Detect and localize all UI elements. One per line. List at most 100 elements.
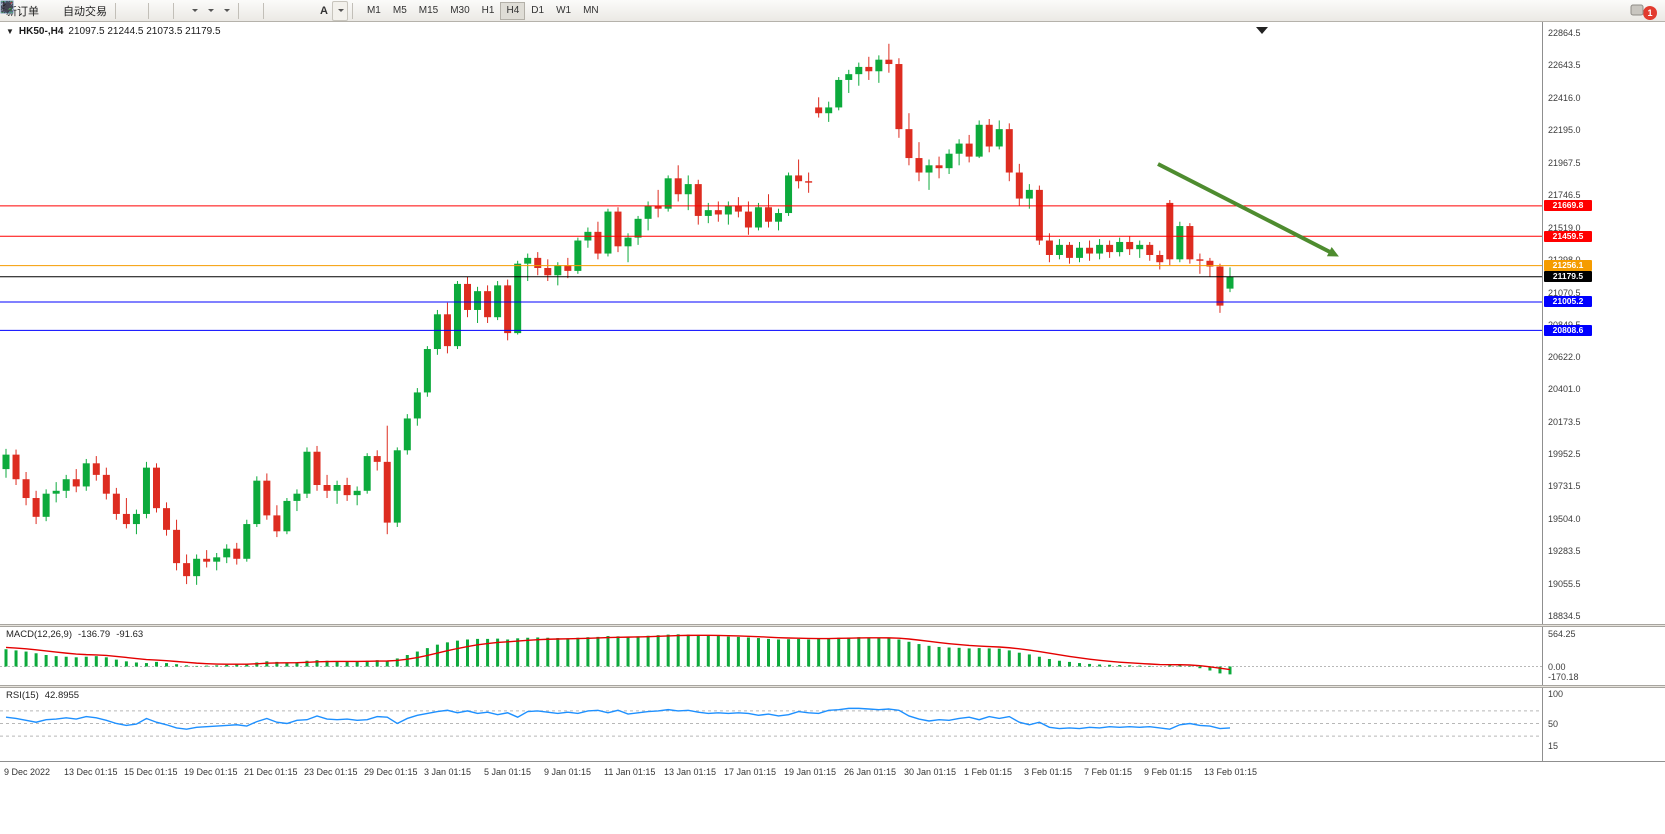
- date-axis-label: 11 Jan 01:15: [604, 767, 656, 777]
- date-axis-label: 1 Feb 01:15: [964, 767, 1013, 777]
- text-tool-button[interactable]: A: [316, 1, 332, 21]
- channel-tool-button[interactable]: [0, 0, 300, 21]
- shapes-tool-button[interactable]: [1, 1, 316, 21]
- date-axis-label: 9 Jan 01:15: [544, 767, 592, 777]
- date-axis-label: 15 Dec 01:15: [124, 767, 178, 777]
- cursor-tool-button[interactable]: [3, 1, 251, 21]
- ohlc-values: 21097.5 21244.5 21073.5 21179.5: [68, 26, 221, 37]
- macd-value-main: -136.79: [78, 629, 111, 640]
- price-axis-label: 19952.5: [1548, 449, 1581, 460]
- panel-splitter[interactable]: [0, 685, 1665, 688]
- date-axis-label: 7 Feb 01:15: [1084, 767, 1133, 777]
- price-axis-label: 22864.5: [1548, 28, 1581, 38]
- price-axis-label: 19283.5: [1548, 546, 1581, 557]
- date-axis-label: 13 Jan 01:15: [664, 767, 717, 777]
- chevron-down-icon: [192, 9, 198, 12]
- vertical-line-tool-button[interactable]: [6, 1, 276, 21]
- crosshair-tool-button[interactable]: [1, 1, 259, 21]
- date-axis-label: 9 Dec 2022: [4, 767, 51, 777]
- timeframe-button-M1[interactable]: M1: [361, 2, 387, 20]
- price-axis[interactable]: 22864.5 22643.5 22416.0 22195.0 21967.5 21746…: [1542, 22, 1665, 624]
- price-axis-label: 22643.5: [1548, 59, 1581, 70]
- date-axis-label: 13 Feb 01:15: [1204, 767, 1258, 777]
- candlestick-chart-type-button[interactable]: [1, 1, 136, 21]
- trendline-tool-button[interactable]: [1, 1, 292, 21]
- charts-window-button[interactable]: [0, 0, 51, 21]
- price-axis-label: 19055.5: [1548, 579, 1581, 590]
- tile-windows-button[interactable]: [1, 1, 186, 21]
- macd-chart[interactable]: [0, 627, 1542, 685]
- timeframe-button-H1[interactable]: H1: [476, 2, 501, 20]
- chevron-down-icon: [224, 9, 230, 12]
- date-axis-label: 19 Dec 01:15: [184, 767, 238, 777]
- toolbar: 新订单 自动交易: [0, 0, 1665, 22]
- community-button[interactable]: [1630, 3, 1644, 23]
- notification-badge[interactable]: 1: [1643, 6, 1657, 20]
- price-tag: 21669.8: [1544, 200, 1592, 212]
- arrow-tool-icon: [1, 3, 11, 13]
- macd-axis-label: 0.00: [1548, 662, 1566, 672]
- panel-splitter[interactable]: [0, 624, 1665, 627]
- rsi-name: RSI(15): [6, 690, 39, 701]
- new-order-label: 新订单: [6, 5, 39, 18]
- periods-button[interactable]: [1, 1, 218, 21]
- rsi-panel: RSI(15) 42.8955 100 50 15: [0, 688, 1665, 761]
- timeframe-button-H4[interactable]: H4: [500, 1, 526, 20]
- rsi-axis-label: 50: [1548, 719, 1559, 729]
- toolbar-separator: [263, 2, 264, 19]
- timeframe-button-D1[interactable]: D1: [525, 2, 550, 20]
- date-axis-label: 13 Dec 01:15: [64, 767, 118, 777]
- timeframe-button-MN[interactable]: MN: [577, 2, 605, 20]
- price-axis-label: 19504.0: [1548, 514, 1581, 525]
- date-axis-label: 3 Jan 01:15: [424, 767, 472, 777]
- chevron-down-icon: [208, 9, 214, 12]
- auto-trading-label: 自动交易: [63, 5, 107, 18]
- macd-header: MACD(12,26,9) -136.79 -91.63: [6, 629, 143, 640]
- date-axis-label: 21 Dec 01:15: [244, 767, 298, 777]
- rsi-value: 42.8955: [44, 690, 80, 701]
- toolbar-separator: [148, 2, 149, 19]
- price-axis-label: 20173.5: [1548, 417, 1581, 428]
- zoom-out-button[interactable]: [1, 1, 169, 21]
- date-axis-label: 29 Dec 01:15: [364, 767, 418, 777]
- line-chart-type-button[interactable]: [0, 1, 144, 21]
- horizontal-line-tool-button[interactable]: [1, 1, 284, 21]
- date-axis-label: 23 Dec 01:15: [304, 767, 358, 777]
- date-axis[interactable]: 9 Dec 2022 13 Dec 01:15 15 Dec 01:15 19 Dec…: [0, 761, 1665, 781]
- macd-axis-label: -170.18: [1548, 672, 1579, 682]
- templates-button[interactable]: [0, 1, 234, 21]
- toolbar-right-cluster: 1: [1630, 3, 1657, 23]
- rsi-chart[interactable]: [0, 688, 1542, 761]
- price-tag: 20808.6: [1544, 324, 1592, 336]
- timeframe-group: M1 M5 M15 M30 H1 H4 D1 W1 MN: [361, 1, 605, 20]
- macd-name: MACD(12,26,9): [6, 629, 72, 640]
- timeframe-button-M5[interactable]: M5: [387, 2, 413, 20]
- price-axis-label: 21746.5: [1548, 189, 1581, 200]
- one-click-trading-arrow-icon[interactable]: ▼: [6, 27, 14, 36]
- macd-axis[interactable]: 564.25 0.00 -170.18: [1542, 627, 1665, 685]
- toolbar-separator: [238, 2, 239, 19]
- date-axis-label: 17 Jan 01:15: [724, 767, 777, 777]
- macd-value-signal: -91.63: [116, 629, 144, 640]
- timeframe-button-M30[interactable]: M30: [444, 2, 475, 20]
- date-axis-label: 26 Jan 01:15: [844, 767, 897, 777]
- arrows-tool-button[interactable]: [1, 0, 348, 21]
- rsi-axis-label: 100: [1548, 689, 1564, 699]
- zoom-in-button[interactable]: [1, 1, 161, 21]
- toolbar-separator: [173, 2, 174, 19]
- indicators-button[interactable]: [0, 1, 202, 21]
- symbol-timeframe-label: HK50-,H4: [18, 26, 64, 37]
- bar-chart-type-button[interactable]: [1, 1, 128, 21]
- timeframe-button-M15[interactable]: M15: [413, 2, 444, 20]
- text-tool-label: A: [320, 4, 328, 17]
- price-axis-label: 20401.0: [1548, 384, 1581, 395]
- timeframe-button-W1[interactable]: W1: [550, 2, 577, 20]
- price-axis-label: 20622.0: [1548, 352, 1581, 363]
- rsi-axis-label: 15: [1548, 741, 1559, 751]
- auto-trading-button[interactable]: 自动交易: [3, 1, 111, 21]
- profiles-button[interactable]: [0, 1, 59, 21]
- macd-panel: MACD(12,26,9) -136.79 -91.63 564.25 0.00…: [0, 627, 1665, 685]
- candlestick-chart[interactable]: [0, 22, 1542, 624]
- fibonacci-tool-button[interactable]: [1, 1, 308, 21]
- rsi-axis[interactable]: 100 50 15: [1542, 688, 1665, 761]
